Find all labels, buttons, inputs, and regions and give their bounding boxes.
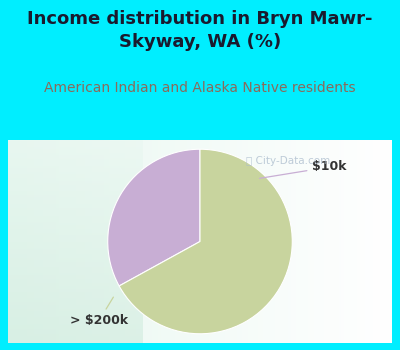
Text: $10k: $10k: [260, 160, 347, 178]
Text: Income distribution in Bryn Mawr-
Skyway, WA (%): Income distribution in Bryn Mawr- Skyway…: [27, 10, 373, 51]
Text: > $200k: > $200k: [70, 297, 128, 327]
Wedge shape: [108, 149, 200, 286]
Wedge shape: [119, 149, 292, 334]
Text: ⓘ City-Data.com: ⓘ City-Data.com: [246, 156, 330, 166]
Text: American Indian and Alaska Native residents: American Indian and Alaska Native reside…: [44, 80, 356, 94]
